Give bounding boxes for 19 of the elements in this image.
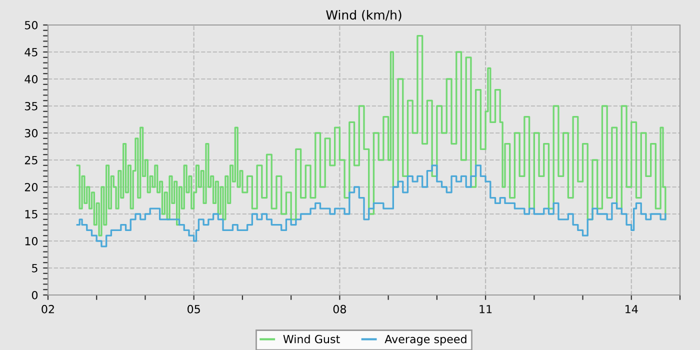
x-tick-label: 05 xyxy=(188,304,200,314)
y-tick-label: 25 xyxy=(24,156,38,164)
y-tick-label: 5 xyxy=(32,264,38,272)
x-tick-label: 14 xyxy=(626,305,638,314)
y-tick-label: 50 xyxy=(24,20,38,30)
y-tick-label: 30 xyxy=(24,128,38,138)
x-tick-label: 08 xyxy=(333,304,346,314)
y-tick-label: 20 xyxy=(24,182,38,192)
y-tick-label: 10 xyxy=(25,236,38,246)
legend-label: Wind Gust xyxy=(283,334,340,344)
x-tick-label: 11 xyxy=(480,305,492,314)
y-tick-label: 15 xyxy=(25,210,38,218)
y-tick-label: 40 xyxy=(24,74,38,84)
y-tick-label: 45 xyxy=(24,48,38,56)
legend-label: Average speed xyxy=(384,334,466,346)
y-tick-label: 0 xyxy=(32,290,38,300)
x-tick-label: 02 xyxy=(42,304,54,314)
chart-title: Wind (km/h) xyxy=(326,10,402,22)
y-tick-label: 35 xyxy=(24,102,38,110)
